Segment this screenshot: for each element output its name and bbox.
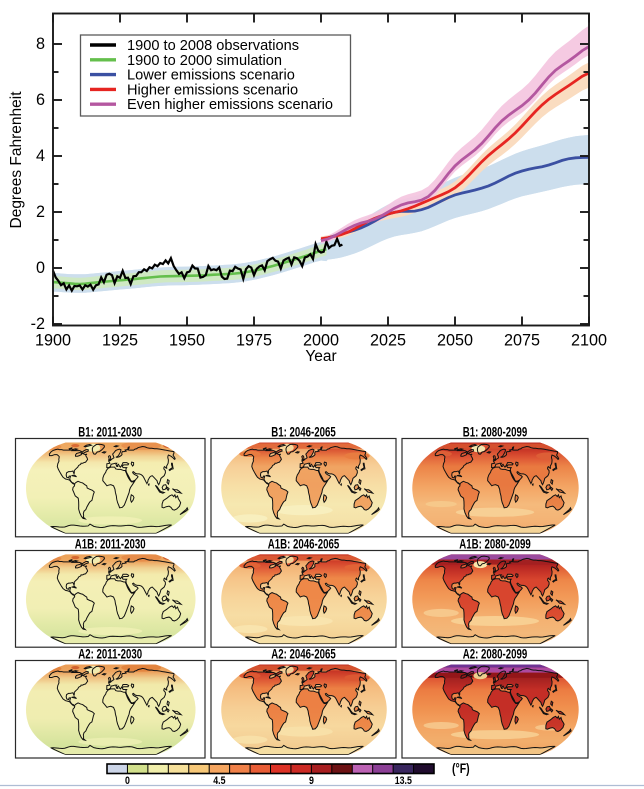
svg-text:-2: -2 [31,315,45,333]
svg-text:Lower emissions scenario: Lower emissions scenario [127,68,295,84]
svg-text:A1B: 2046-2065: A1B: 2046-2065 [268,536,340,552]
svg-text:9: 9 [309,775,314,787]
svg-text:Year: Year [305,348,336,365]
svg-text:13.5: 13.5 [395,775,412,787]
svg-text:B1: 2011-2030: B1: 2011-2030 [78,424,142,440]
svg-text:A1B: 2080-2099: A1B: 2080-2099 [459,536,531,552]
svg-text:2075: 2075 [504,332,540,350]
svg-text:(°F): (°F) [452,761,470,777]
svg-text:0: 0 [36,259,45,277]
svg-text:1975: 1975 [236,332,272,350]
svg-text:2: 2 [36,203,45,221]
svg-text:A2: 2011-2030: A2: 2011-2030 [78,646,142,662]
svg-text:2100: 2100 [571,332,607,350]
svg-text:Even higher emissions scenario: Even higher emissions scenario [127,97,333,113]
svg-text:4: 4 [36,147,45,165]
svg-text:1950: 1950 [169,332,205,350]
svg-text:1925: 1925 [102,332,138,350]
svg-text:A1B: 2011-2030: A1B: 2011-2030 [75,536,146,552]
svg-text:1900 to 2008 observations: 1900 to 2008 observations [127,38,299,54]
svg-text:8: 8 [36,35,45,53]
svg-text:4.5: 4.5 [213,775,226,787]
svg-text:6: 6 [36,91,45,109]
svg-text:A2: 2046-2065: A2: 2046-2065 [271,646,336,662]
svg-text:Higher emissions scenario: Higher emissions scenario [127,82,298,98]
svg-text:B1: 2046-2065: B1: 2046-2065 [271,424,336,440]
svg-text:A2: 2080-2099: A2: 2080-2099 [463,646,528,662]
svg-text:Degrees Fahrenheit: Degrees Fahrenheit [8,91,25,229]
svg-text:0: 0 [125,775,130,787]
svg-text:1900 to 2000 simulation: 1900 to 2000 simulation [127,53,282,69]
svg-text:2025: 2025 [370,332,406,350]
svg-text:2050: 2050 [437,332,473,350]
svg-text:1900: 1900 [35,332,71,350]
svg-text:B1: 2080-2099: B1: 2080-2099 [463,424,528,440]
svg-text:2000: 2000 [303,332,339,350]
